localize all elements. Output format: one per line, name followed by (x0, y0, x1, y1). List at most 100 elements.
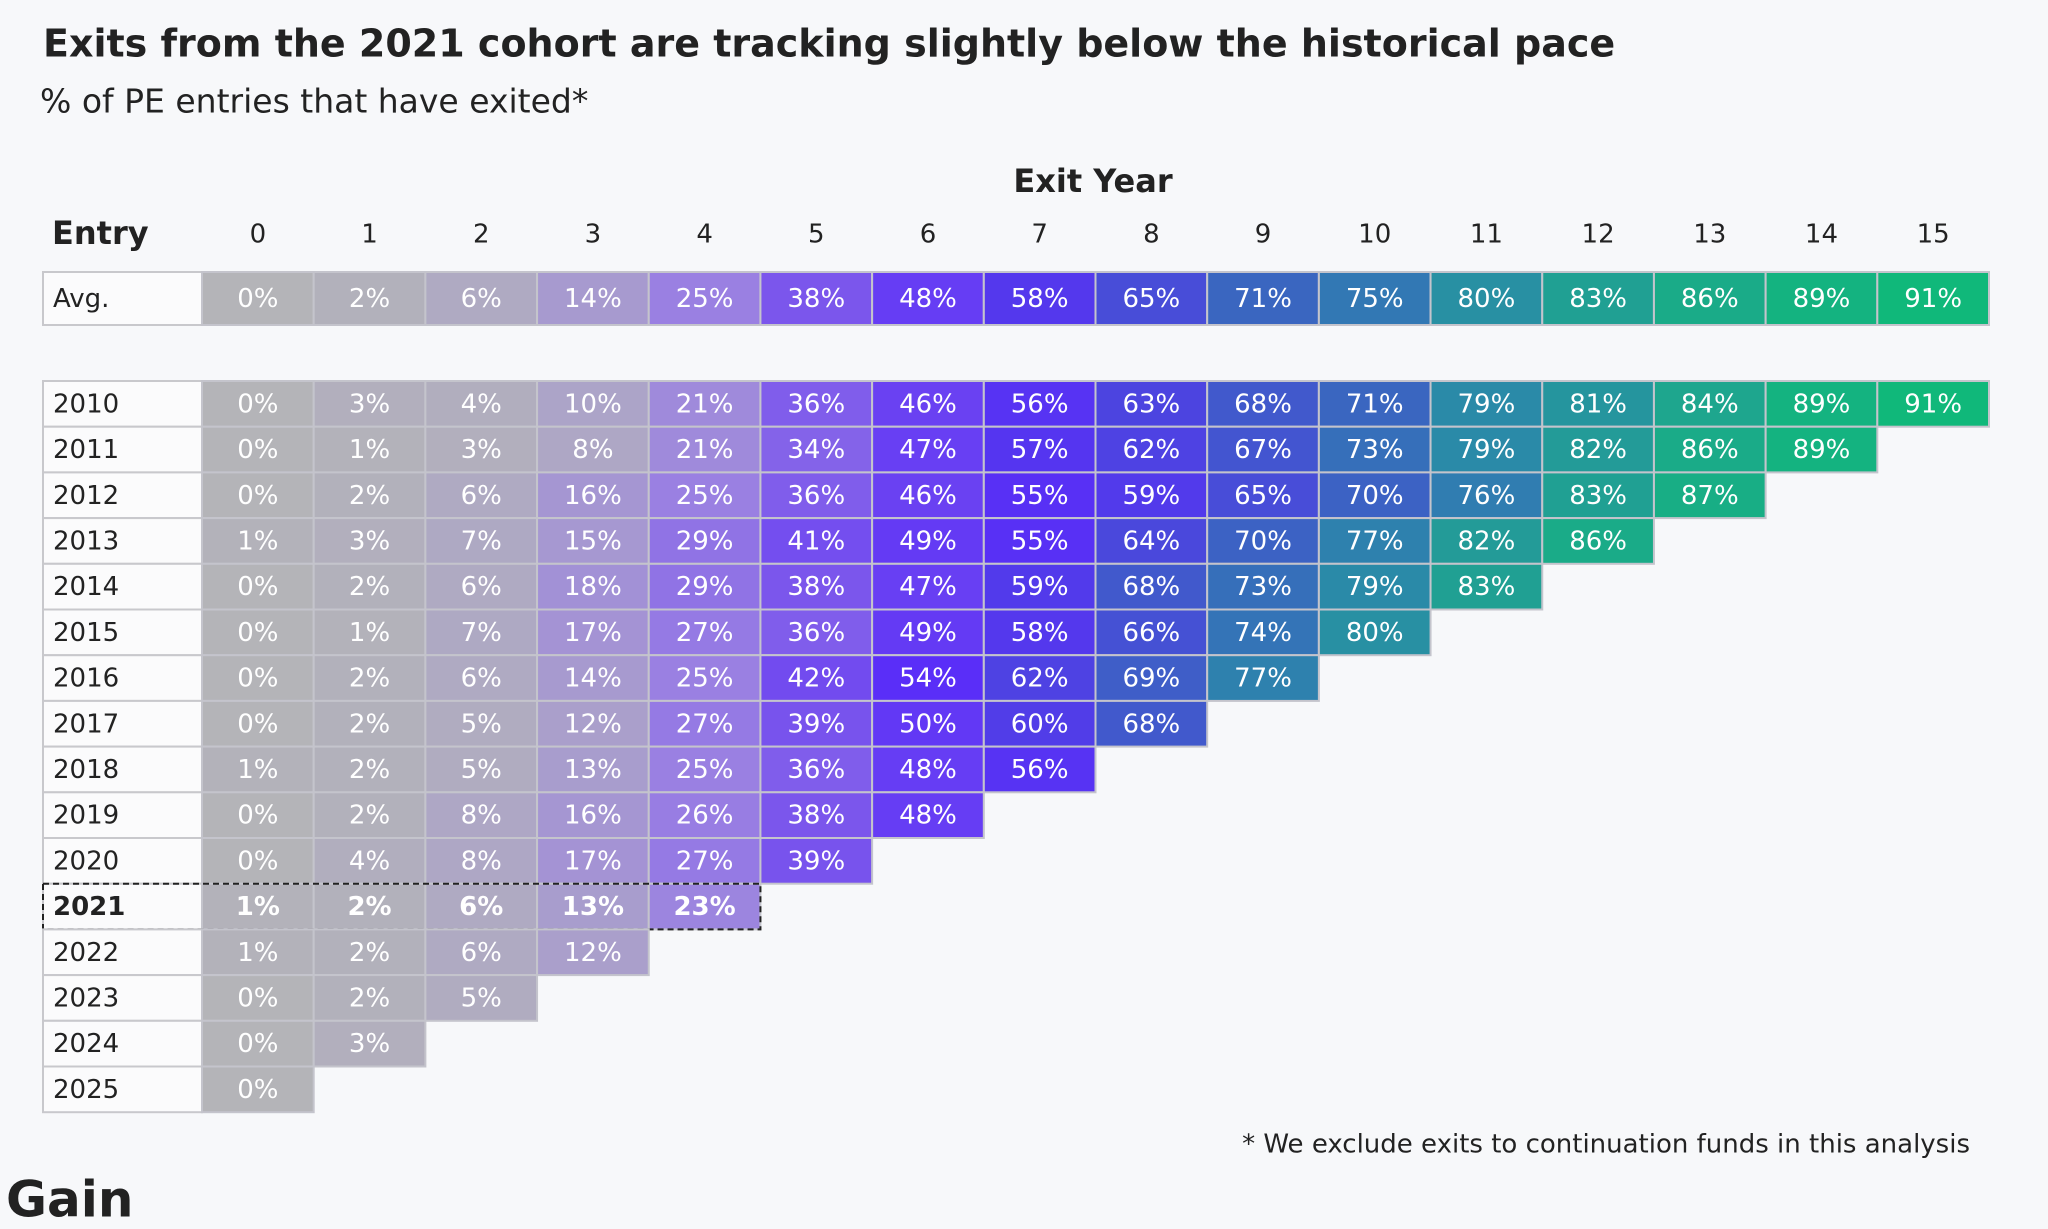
row-label: 2015 (53, 618, 119, 648)
cell-label: 46% (899, 389, 957, 419)
heat-cell (1206, 425, 1320, 474)
cell-label: 77% (1346, 526, 1404, 556)
cell-label: 47% (899, 435, 957, 465)
cell-label: 34% (787, 435, 845, 465)
cell-label: 13% (562, 892, 624, 922)
heat-cell (982, 608, 1097, 657)
heat-cell (201, 882, 315, 931)
cell-label: 58% (1011, 284, 1069, 314)
cell-label: 86% (1681, 435, 1739, 465)
heat-cell (536, 928, 650, 977)
heat-cell (871, 517, 985, 565)
heat-cell (759, 517, 874, 565)
heat-cell (871, 562, 985, 611)
row-label: 2014 (53, 572, 119, 602)
cell-label: 6% (461, 284, 502, 314)
heat-cell (1317, 471, 1432, 520)
x-tick-label: 0 (250, 220, 267, 250)
row-label-cell (42, 928, 203, 977)
cell-label: 70% (1346, 481, 1404, 511)
heat-cell (536, 471, 650, 520)
x-tick-label: 2 (473, 220, 490, 250)
cell-label: 18% (564, 572, 622, 602)
cell-label: 36% (787, 618, 845, 648)
cell-label: 5% (461, 755, 502, 785)
cell-label: 63% (1122, 389, 1180, 419)
cell-label: 2% (349, 572, 390, 602)
x-tick-label: 11 (1470, 220, 1503, 250)
row-label-cell (42, 562, 203, 611)
x-tick-label: 9 (1255, 220, 1272, 250)
cell-label: 76% (1458, 481, 1516, 511)
heat-cell (759, 699, 874, 748)
cell-label: 89% (1793, 284, 1851, 314)
cell-label: 81% (1569, 389, 1627, 419)
heat-cell (1429, 517, 1544, 565)
row-label-cell (42, 471, 203, 520)
cell-label: 68% (1122, 709, 1180, 739)
cell-label: 2% (349, 983, 390, 1013)
cell-label: 83% (1569, 284, 1627, 314)
heat-cell (871, 745, 985, 794)
heat-cell (759, 425, 874, 474)
heat-cell (1429, 471, 1544, 520)
cell-label: 42% (787, 664, 845, 694)
cell-label: 29% (676, 526, 734, 556)
cell-label: 56% (1011, 755, 1069, 785)
x-tick-label: 4 (696, 220, 713, 250)
cell-label: 0% (237, 664, 278, 694)
cell-label: 1% (349, 435, 390, 465)
cell-label: 23% (673, 892, 735, 922)
x-tick-label: 14 (1805, 220, 1838, 250)
heat-cell (1094, 562, 1209, 611)
heat-cell (1429, 562, 1544, 611)
cell-label: 21% (676, 435, 734, 465)
cell-label: 2% (349, 284, 390, 314)
cell-label: 46% (899, 481, 957, 511)
heat-cell (647, 608, 762, 657)
heat-cell (424, 974, 539, 1022)
heat-cell (871, 791, 985, 839)
heat-cell (312, 1019, 427, 1068)
cell-label: 47% (899, 572, 957, 602)
cell-label: 89% (1793, 435, 1851, 465)
heat-cell (1652, 271, 1767, 326)
heat-cell (312, 791, 427, 839)
heat-cell (871, 271, 985, 326)
cell-label: 3% (349, 389, 390, 419)
row-label-cell (42, 380, 203, 428)
cell-label: 4% (349, 846, 390, 876)
heat-cell (1317, 271, 1432, 326)
cell-label: 48% (899, 284, 957, 314)
heat-cell (647, 471, 762, 520)
heat-cell (1206, 654, 1320, 702)
cell-label: 57% (1011, 435, 1069, 465)
heat-cell (536, 882, 650, 931)
cell-label: 36% (787, 389, 845, 419)
cell-label: 6% (461, 481, 502, 511)
heat-cell (424, 471, 539, 520)
heat-cell (1094, 425, 1209, 474)
cell-label: 0% (237, 709, 278, 739)
heat-cell (759, 608, 874, 657)
heat-cell (312, 745, 427, 794)
cell-label: 91% (1904, 389, 1962, 419)
cell-label: 67% (1234, 435, 1292, 465)
heat-cell (536, 271, 650, 326)
cell-label: 0% (237, 801, 278, 831)
x-tick-label: 5 (808, 220, 825, 250)
heat-cell (201, 1065, 315, 1114)
cell-label: 3% (349, 526, 390, 556)
cell-label: 8% (461, 846, 502, 876)
heat-cell (759, 380, 874, 428)
x-tick-label: 10 (1358, 220, 1391, 250)
cell-label: 2% (349, 664, 390, 694)
cell-label: 0% (237, 618, 278, 648)
chart-title: Exits from the 2021 cohort are tracking … (43, 22, 1615, 66)
cell-label: 2% (347, 892, 391, 922)
heat-cell (647, 271, 762, 326)
cell-label: 3% (349, 1029, 390, 1059)
heat-cell (1206, 271, 1320, 326)
heat-cell (982, 425, 1097, 474)
cell-label: 15% (564, 526, 622, 556)
